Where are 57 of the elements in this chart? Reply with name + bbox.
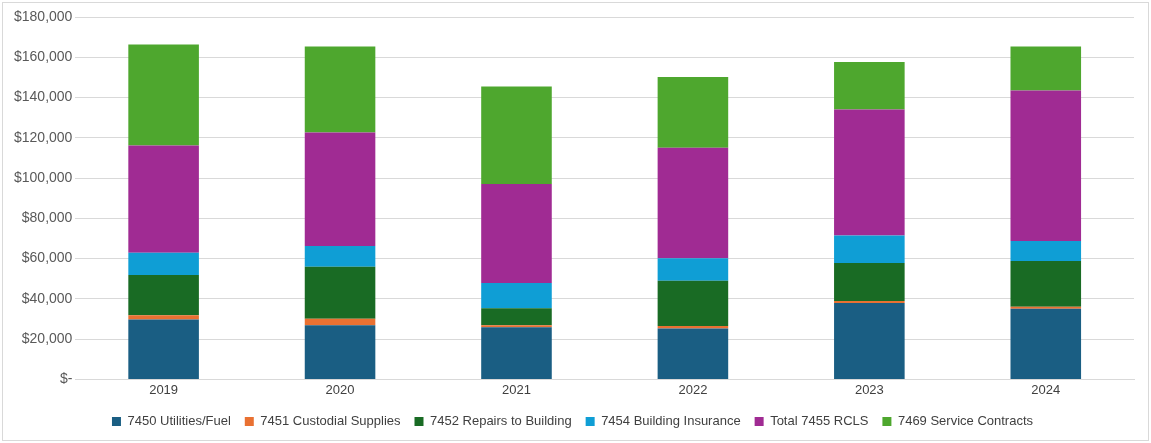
y-tick-label: $60,000 [21, 249, 73, 266]
bar [304, 245, 376, 267]
bar [481, 184, 552, 283]
x-tick-label: 2023 [854, 381, 884, 397]
bar [834, 61, 905, 110]
legend-label: 7451 Custodial Supplies [260, 413, 401, 429]
bar [304, 132, 376, 246]
bar [481, 86, 552, 185]
y-tick-label: $160,000 [13, 48, 73, 65]
y-tick-label: $180,000 [13, 7, 73, 24]
bar [304, 266, 376, 319]
bar [657, 258, 729, 281]
bar [1010, 90, 1082, 242]
bar [657, 328, 729, 379]
bar [657, 147, 729, 259]
y-tick-label: $80,000 [21, 209, 73, 226]
bar [657, 77, 729, 148]
bar [481, 325, 552, 328]
bar [128, 44, 199, 146]
bar [481, 327, 552, 379]
x-tick-label: 2021 [502, 381, 531, 397]
bar [128, 319, 199, 379]
y-tick-label: $40,000 [21, 289, 73, 306]
bar [304, 46, 376, 133]
legend-label: 7469 Service Contracts [897, 413, 1034, 429]
legend-label: 7452 Repairs to Building [430, 413, 572, 429]
legend-label: Total 7455 RCLS [770, 413, 869, 429]
bar [304, 318, 376, 326]
bar [128, 252, 199, 275]
y-tick-label: $120,000 [13, 128, 73, 145]
y-tick-label: $100,000 [13, 168, 73, 185]
bar [1010, 306, 1082, 309]
x-tick-label: 2022 [678, 381, 708, 397]
x-tick-label: 2020 [325, 381, 355, 397]
legend-label: 7450 Utilities/Fuel [127, 413, 231, 429]
bar [834, 303, 905, 379]
bar [834, 109, 905, 236]
y-tick-label: $140,000 [13, 88, 73, 105]
bar [1010, 261, 1082, 307]
bar [1010, 308, 1082, 379]
y-tick-label: $- [59, 370, 73, 387]
y-tick-label: $20,000 [21, 329, 73, 346]
bar [304, 325, 376, 379]
bar [1010, 46, 1082, 91]
bar [128, 145, 199, 253]
bar [657, 280, 729, 327]
bar [834, 235, 905, 264]
bar [481, 308, 552, 326]
bar [128, 274, 199, 316]
x-tick-label: 2019 [149, 381, 179, 397]
legend-label: 7454 Building Insurance [601, 413, 741, 429]
bar [834, 263, 905, 302]
x-tick-label: 2024 [1031, 381, 1061, 397]
bar [481, 282, 552, 309]
bar [1010, 241, 1082, 262]
bar [128, 315, 199, 320]
bar [834, 301, 905, 304]
